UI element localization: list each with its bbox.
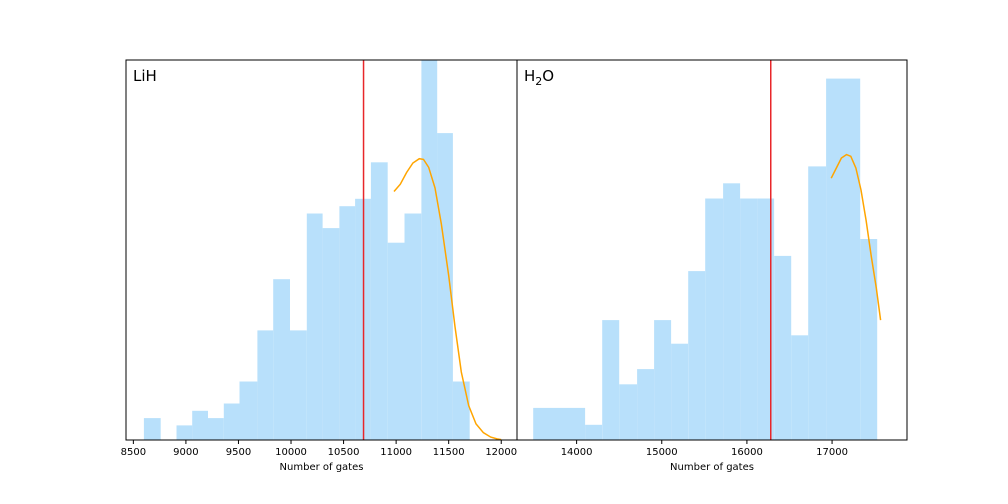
histogram-bar xyxy=(619,384,638,440)
histogram-bar xyxy=(257,330,274,440)
histogram-bar xyxy=(808,166,827,440)
histogram-bar xyxy=(705,198,724,440)
axes-frame xyxy=(516,59,908,441)
histogram-bar xyxy=(306,213,323,440)
histogram-bar xyxy=(602,320,620,440)
x-tick-label: 8500 xyxy=(121,447,146,458)
histogram-bar xyxy=(404,213,422,440)
x-tick-label: 16000 xyxy=(731,447,763,458)
panel-title-subscript: 2 xyxy=(535,75,542,88)
panel-title-rest: O xyxy=(542,67,554,85)
histogram-bar xyxy=(723,183,741,441)
histogram-bar xyxy=(791,335,809,440)
histogram-bar xyxy=(208,418,224,440)
panel-title-base: H xyxy=(524,67,535,85)
histogram-bar xyxy=(688,271,706,440)
x-tick-label: 15000 xyxy=(646,447,678,458)
lih-panel: 8500 9000 9500 10000 10500 11000 11500 12000 Num… xyxy=(121,59,518,473)
histogram-bar xyxy=(637,369,655,440)
histogram-bar xyxy=(370,162,388,441)
x-tick-label: 17000 xyxy=(816,447,848,458)
x-tick-label: 14000 xyxy=(561,447,593,458)
fit-curve-line xyxy=(393,157,502,441)
x-tick-label: 11500 xyxy=(433,447,465,458)
panel-title: LiH xyxy=(133,67,157,85)
histogram-bar xyxy=(740,198,758,440)
histogram-bar xyxy=(533,407,586,440)
histogram-bar xyxy=(671,343,689,440)
histogram-bar xyxy=(826,78,861,440)
histogram-bar xyxy=(654,320,672,440)
histogram-bar xyxy=(192,410,208,440)
histogram-bar xyxy=(437,133,453,440)
x-axis-label: Number of gates xyxy=(670,462,754,473)
histogram-bar xyxy=(421,60,438,440)
x-tick-label: 12000 xyxy=(485,447,517,458)
histogram-bar xyxy=(860,239,878,440)
x-tick-label: 11000 xyxy=(380,447,412,458)
histogram-bar xyxy=(143,418,161,440)
histogram-bar xyxy=(774,255,792,440)
x-axis-label: Number of gates xyxy=(280,462,364,473)
x-tick-label: 9500 xyxy=(226,447,251,458)
x-tick-label: 10000 xyxy=(275,447,307,458)
panel-title: H2O xyxy=(524,67,554,88)
histogram-bar xyxy=(757,198,775,440)
fit-curve-line xyxy=(830,153,882,321)
histogram-bar xyxy=(322,228,340,440)
panel-title-base: LiH xyxy=(133,67,157,85)
histogram-bar xyxy=(585,424,603,440)
histogram-bar xyxy=(273,279,290,440)
histogram-bar xyxy=(452,381,470,440)
histogram-bar xyxy=(239,381,258,440)
h2o-panel: 14000 15000 16000 17000 Number of gates H2O xyxy=(516,59,908,473)
x-tick-label: 9000 xyxy=(173,447,198,458)
x-tick-label: 10500 xyxy=(328,447,360,458)
histogram-bar xyxy=(339,206,356,440)
histogram-bar xyxy=(387,242,405,440)
histogram-bar xyxy=(176,425,193,440)
histogram-bar xyxy=(290,330,307,440)
histogram-bar xyxy=(223,403,240,440)
